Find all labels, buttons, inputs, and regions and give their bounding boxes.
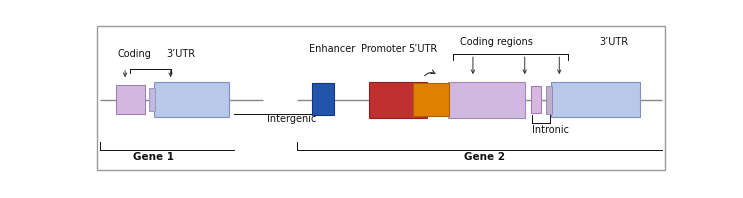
Text: Coding: Coding (117, 49, 152, 59)
Text: Intergenic: Intergenic (267, 114, 317, 124)
Bar (551, 82, 640, 117)
Bar (149, 88, 155, 111)
Text: Gene 2: Gene 2 (464, 152, 505, 163)
Text: Coding regions: Coding regions (459, 37, 533, 47)
Text: 3’UTR: 3’UTR (166, 49, 195, 59)
FancyBboxPatch shape (97, 26, 665, 170)
Text: Gene 1: Gene 1 (133, 152, 174, 163)
Bar (116, 85, 145, 114)
Bar (312, 83, 334, 115)
Text: 3’UTR: 3’UTR (600, 37, 629, 47)
Text: 5’UTR: 5’UTR (408, 44, 438, 54)
Text: Intronic: Intronic (532, 125, 569, 135)
Text: Promoter: Promoter (361, 44, 406, 54)
Bar (369, 82, 426, 118)
Bar (546, 86, 552, 114)
Text: Enhancer: Enhancer (309, 44, 355, 54)
Bar (447, 82, 525, 118)
Bar (531, 86, 541, 113)
Bar (413, 83, 449, 116)
Bar (155, 82, 230, 117)
